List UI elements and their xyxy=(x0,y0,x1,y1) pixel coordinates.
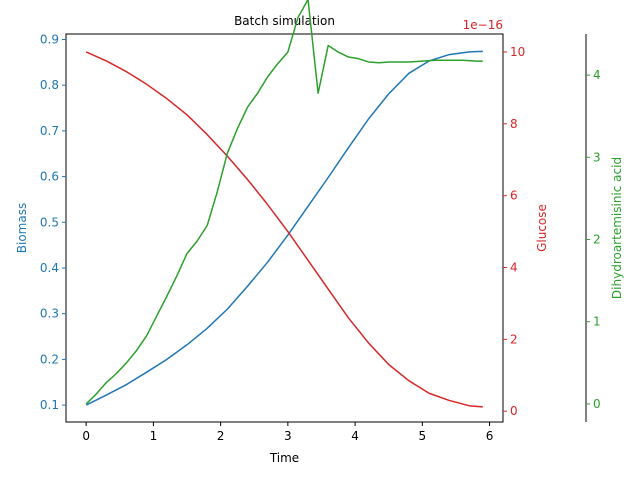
plot-frame xyxy=(65,33,504,423)
series-layer xyxy=(85,0,483,408)
glucose-tick-label: 6 xyxy=(510,189,518,203)
x-tick-label: 0 xyxy=(82,429,90,443)
biomass-tick-label: 0.4 xyxy=(40,261,59,275)
series-line-dha xyxy=(85,0,483,405)
biomass-tick-label: 0.9 xyxy=(40,32,59,46)
x-tick-label: 3 xyxy=(284,429,292,443)
biomass-tick-label: 0.3 xyxy=(40,307,59,321)
x-tick-label: 5 xyxy=(419,429,427,443)
biomass-tick-label: 0.1 xyxy=(40,398,59,412)
x-axis: 0 1 2 3 4 5 6 xyxy=(82,422,493,443)
dha-tick-label: 3 xyxy=(593,150,601,164)
biomass-tick-label: 0.6 xyxy=(40,170,59,184)
dha-axis-label: Dihydroartemisinic acid xyxy=(610,157,624,299)
dha-tick-label: 1 xyxy=(593,315,601,329)
glucose-tick-label: 4 xyxy=(510,261,518,275)
glucose-tick-label: 8 xyxy=(510,117,518,131)
x-tick-label: 4 xyxy=(351,429,359,443)
dha-axis: 0 1 2 3 4 xyxy=(586,68,601,411)
x-tick-label: 1 xyxy=(150,429,158,443)
biomass-axis-label: Biomass xyxy=(15,203,29,253)
glucose-axis-label: Glucose xyxy=(535,204,549,252)
biomass-tick-label: 0.7 xyxy=(40,124,59,138)
dha-tick-label: 0 xyxy=(593,397,601,411)
glucose-tick-label: 2 xyxy=(510,332,518,346)
biomass-tick-label: 0.5 xyxy=(40,215,59,229)
series-line-biomass xyxy=(85,50,483,406)
biomass-tick-label: 0.8 xyxy=(40,78,59,92)
x-axis-label: Time xyxy=(269,451,299,465)
series-line-glucose xyxy=(85,51,483,408)
biomass-axis: 0.1 0.2 0.3 0.4 0.5 0.6 0.7 0.8 0.9 xyxy=(40,32,66,412)
x-tick-label: 2 xyxy=(217,429,225,443)
dha-tick-label: 4 xyxy=(593,68,601,82)
glucose-tick-label: 10 xyxy=(510,45,525,59)
chart-title: Batch simulation xyxy=(234,14,335,28)
glucose-axis: 0 2 4 6 8 10 xyxy=(503,45,525,418)
glucose-tick-label: 0 xyxy=(510,404,518,418)
x-tick-label: 6 xyxy=(486,429,494,443)
glucose-offset-text: 1e−16 xyxy=(463,18,503,32)
dha-tick-label: 2 xyxy=(593,233,601,247)
biomass-tick-label: 0.2 xyxy=(40,352,59,366)
